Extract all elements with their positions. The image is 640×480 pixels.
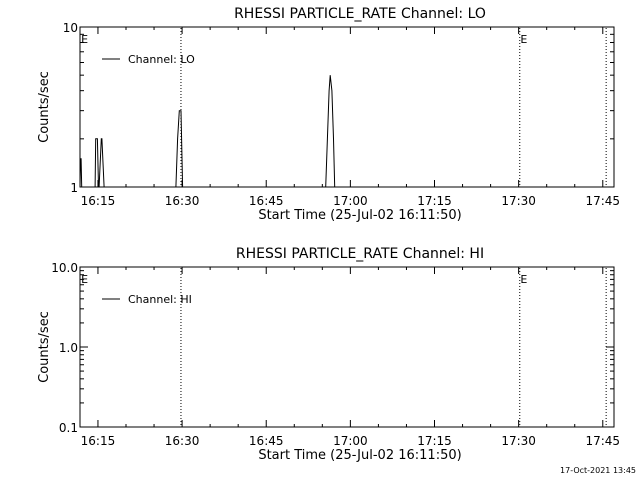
series-line (79, 75, 336, 188)
y-tick-label: 1.0 (59, 341, 78, 355)
y-tick-label: 0.1 (59, 421, 78, 435)
event-marker-label: E (520, 33, 527, 46)
x-axis-label: Start Time (25-Jul-02 16:11:50) (258, 208, 461, 223)
chart-panels: RHESSI PARTICLE_RATE Channel: LOE E16:15 1… (37, 6, 620, 463)
x-tick-label: 17:00 (333, 194, 368, 208)
x-tick-label: 17:15 (417, 194, 452, 208)
plot-frame (79, 26, 615, 188)
y-tick-label: 10 (63, 21, 78, 35)
y-tick-label: 1 (70, 181, 78, 195)
x-tick-label: 17:30 (501, 434, 536, 448)
x-axis-label: Start Time (25-Jul-02 16:11:50) (258, 448, 461, 463)
event-marker-label: E (81, 273, 88, 286)
x-tick-label: 17:45 (585, 434, 620, 448)
event-marker-label: E (81, 33, 88, 46)
x-tick-label: 17:15 (417, 434, 452, 448)
y-tick-label: 10.0 (51, 261, 78, 275)
x-tick-label: 16:30 (165, 194, 200, 208)
x-tick-label: 16:15 (81, 434, 116, 448)
x-tick-label: 16:45 (249, 434, 284, 448)
chart-panel-1: RHESSI PARTICLE_RATE Channel: LOE E16:15 1… (37, 6, 620, 223)
event-marker-label: E (520, 273, 527, 286)
y-axis-label: Counts/sec (37, 71, 52, 143)
legend-label: Channel: HI (128, 293, 192, 306)
y-axis-label: Counts/sec (37, 311, 52, 383)
x-tick-label: 16:15 (81, 194, 116, 208)
legend-label: Channel: LO (128, 53, 195, 66)
x-tick-label: 17:30 (501, 194, 536, 208)
chart-title: RHESSI PARTICLE_RATE Channel: LO (234, 6, 486, 22)
chart-panel-2: RHESSI PARTICLE_RATE Channel: HI E E 16:15 1… (37, 246, 620, 463)
footer-timestamp: 17-Oct-2021 13:45 (560, 466, 636, 475)
x-tick-label: 17:00 (333, 434, 368, 448)
chart-title: RHESSI PARTICLE_RATE Channel: HI (236, 246, 484, 262)
x-tick-label: 17:45 (585, 194, 620, 208)
x-tick-label: 16:45 (249, 194, 284, 208)
x-tick-label: 16:30 (165, 434, 200, 448)
